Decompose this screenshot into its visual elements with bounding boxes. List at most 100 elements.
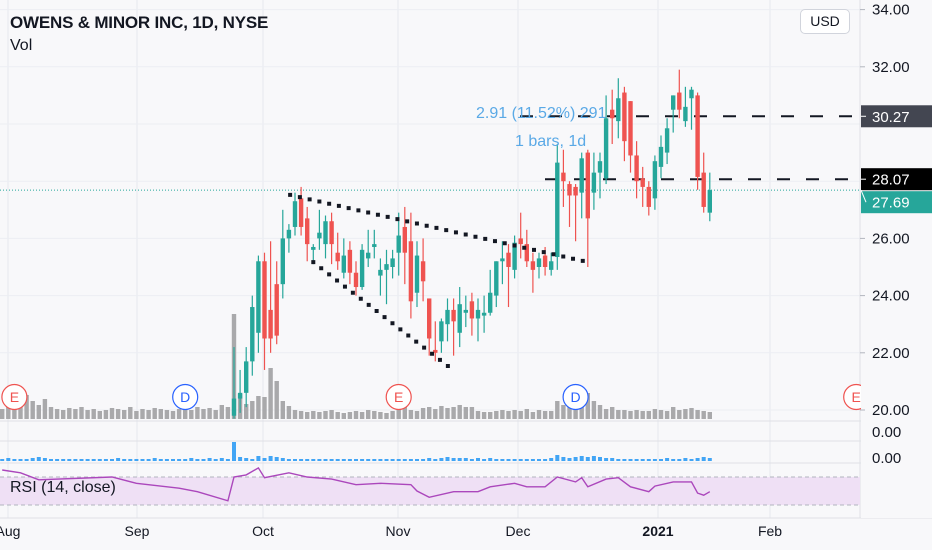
volume-bar xyxy=(6,407,11,419)
volume-bar xyxy=(274,381,279,419)
time-tick-label: Aug xyxy=(0,523,20,539)
candle-body xyxy=(408,241,414,302)
candle-body xyxy=(292,201,298,227)
volume-bar xyxy=(36,405,41,419)
insider-bar xyxy=(177,459,182,461)
earnings-marker[interactable] xyxy=(1,383,28,411)
pane-separators xyxy=(0,0,932,519)
volume-bar xyxy=(585,393,590,419)
candle-body xyxy=(475,309,481,319)
insider-bar xyxy=(604,458,609,461)
volume-bar xyxy=(67,408,72,419)
volume-bar xyxy=(103,410,109,419)
insider-bar xyxy=(299,459,304,461)
candle-body xyxy=(555,162,560,257)
volume-bar xyxy=(146,410,151,419)
insider-bar xyxy=(0,459,5,461)
candle-body xyxy=(469,301,475,319)
candle-body xyxy=(658,146,664,167)
insider-bar xyxy=(555,455,560,461)
volume-bar xyxy=(439,406,444,419)
rsi-legend[interactable]: RSI (14, close) xyxy=(10,479,116,496)
volume-bar xyxy=(152,408,157,419)
price-axis[interactable]: 34.00 32.00 26.00 24.00 22.00 20.00 30.27 28.07… xyxy=(860,0,932,518)
insider-bar xyxy=(469,459,474,461)
candle-body xyxy=(420,261,426,282)
candle-body xyxy=(439,321,444,342)
insider-bar xyxy=(683,458,688,461)
price-axis-bg xyxy=(861,0,932,518)
candle-body xyxy=(396,235,401,253)
insider-bar xyxy=(122,459,127,461)
dividend-marker[interactable] xyxy=(172,383,199,411)
insider-bar xyxy=(110,459,114,461)
volume-bars xyxy=(0,314,712,419)
candle-body xyxy=(341,255,346,273)
price-tag-label: 27.69 xyxy=(872,195,910,212)
volume-bar xyxy=(512,410,517,419)
candle-body xyxy=(640,178,645,187)
trend-lines[interactable] xyxy=(287,192,595,373)
volume-bar xyxy=(488,412,493,419)
symbol-title[interactable]: OWENS & MINOR INC, 1D, NYSE xyxy=(10,13,269,32)
volume-bar xyxy=(158,409,163,419)
volume-bar xyxy=(79,407,84,419)
dividend-marker-label: D xyxy=(571,389,581,405)
volume-bar xyxy=(494,411,499,419)
candle-body xyxy=(622,92,627,142)
volume-bar xyxy=(372,411,377,419)
volume-bar xyxy=(695,410,700,419)
volume-bar xyxy=(555,401,560,419)
insider-bar xyxy=(12,459,17,461)
insider-bar xyxy=(445,457,450,461)
insider-bar xyxy=(591,456,596,461)
candle-body xyxy=(402,226,407,253)
candle-body xyxy=(530,261,536,270)
volume-bar xyxy=(24,395,29,419)
candle-body xyxy=(542,255,548,267)
dividend-marker[interactable] xyxy=(562,383,589,411)
insider-bar xyxy=(402,459,407,461)
candle-body xyxy=(506,252,511,267)
time-axis[interactable]: Aug Sep Oct Nov Dec 2021 Feb xyxy=(0,523,782,539)
volume-bar xyxy=(323,411,328,419)
candle-body xyxy=(445,309,450,325)
insider-bar xyxy=(262,458,267,461)
volume-bar xyxy=(176,409,182,419)
insider-bar xyxy=(219,458,224,461)
dividend-marker-label: D xyxy=(180,389,190,405)
time-tick-label: Oct xyxy=(252,523,274,539)
earnings-marker[interactable] xyxy=(385,383,412,411)
insider-bar xyxy=(622,459,627,461)
candle-body xyxy=(414,255,420,293)
insider-bar xyxy=(347,459,352,461)
volume-bar xyxy=(445,408,450,419)
insider-bar xyxy=(225,459,230,461)
currency-button[interactable]: USD xyxy=(800,9,850,34)
insider-bar xyxy=(73,459,78,461)
insider-bar xyxy=(18,459,23,461)
volume-bar xyxy=(664,411,670,419)
volume-bar xyxy=(530,412,536,419)
insider-bars xyxy=(0,442,712,461)
volume-legend[interactable]: Vol xyxy=(10,37,33,54)
volume-bar xyxy=(420,408,426,419)
insider-bar xyxy=(701,457,706,461)
horizontal-lines[interactable] xyxy=(0,115,860,191)
candle-body xyxy=(378,269,383,276)
insider-bar xyxy=(323,459,328,461)
insider-bar xyxy=(512,459,517,461)
volume-bar xyxy=(549,411,554,419)
volume-bar xyxy=(481,412,487,419)
candle-body xyxy=(573,186,578,196)
volume-bar xyxy=(542,411,548,419)
volume-bar xyxy=(402,407,407,419)
insider-bar xyxy=(677,459,682,461)
insider-bar xyxy=(195,459,200,461)
candle-body xyxy=(317,232,322,239)
volume-bar xyxy=(91,409,96,419)
price-tick-label: 32.00 xyxy=(872,59,910,76)
insider-bar xyxy=(207,458,212,461)
